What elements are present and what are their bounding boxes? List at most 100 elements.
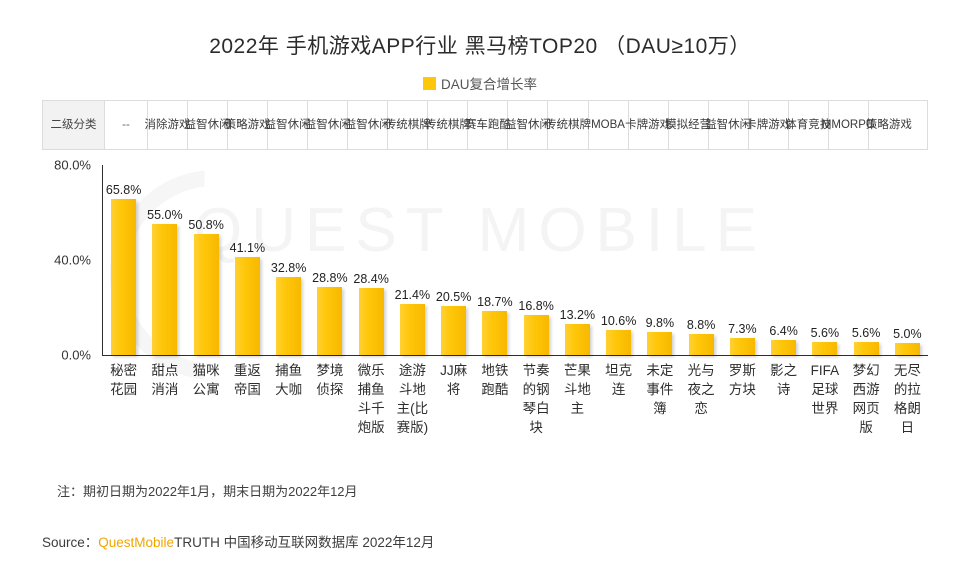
x-axis-label: 秘密花园	[110, 363, 138, 398]
bar-slot: 55.0%	[144, 165, 185, 355]
bar-series: 65.8% 55.0% 50.8% 41.1% 32.8% 28.8% 28.4% 21.4%…	[103, 165, 928, 355]
category-cell: 益智休闲	[705, 101, 751, 149]
x-axis-label: 甜点消消	[151, 363, 179, 398]
bar-slot: 8.8%	[681, 165, 722, 355]
source-brand: QuestMobile	[98, 535, 175, 550]
category-cell: 模拟经营	[665, 101, 711, 149]
x-axis-label: 梦境侦探	[316, 363, 344, 398]
watermark-text: QUEST MOBILE	[194, 196, 766, 265]
category-cell: 策略游戏	[225, 101, 271, 149]
bar-slot: 28.8%	[309, 165, 350, 355]
x-axis-label: 节奏的钢琴白块	[522, 363, 550, 436]
x-axis-label: 梦幻西游网页版	[852, 363, 880, 436]
bar-slot: 41.1%	[227, 165, 268, 355]
bar-slot: 6.4%	[763, 165, 804, 355]
bar-slot: 32.8%	[268, 165, 309, 355]
category-cell-dash: --	[105, 101, 148, 149]
x-axis-labels: 秘密花园 甜点消消 猫咪公寓 重返帝国 捕鱼大咖 梦境侦探 微乐捕鱼斗千炮版 途游斗地主(比赛…	[103, 361, 928, 438]
bar[interactable]: 18.7%	[477, 295, 513, 355]
bar[interactable]: 13.2%	[560, 308, 595, 355]
source-rest: TRUTH 中国移动互联网数据库 2022年12月	[174, 535, 435, 550]
bar-slot: 21.4%	[392, 165, 433, 355]
category-cell: 益智休闲	[345, 101, 391, 149]
source-prefix: Source：	[42, 535, 99, 550]
bar[interactable]: 32.8%	[271, 261, 306, 355]
bar[interactable]: 10.6%	[601, 314, 636, 355]
y-axis: 0.0% 40.0% 80.0%	[42, 158, 97, 363]
x-axis-label: 地铁跑酷	[481, 363, 509, 398]
bar-value-label: 41.1%	[229, 241, 266, 256]
bar[interactable]: 55.0%	[147, 208, 183, 355]
chart-legend: DAU复合增长率	[0, 73, 960, 93]
bar[interactable]: 65.8%	[106, 183, 141, 355]
y-axis-line	[102, 165, 103, 355]
bar[interactable]: 16.8%	[518, 299, 554, 355]
bar-value-label: 28.8%	[312, 270, 348, 285]
category-cell: 体育竞技	[785, 101, 831, 149]
y-axis-tick: 80.0%	[54, 157, 91, 173]
legend-label: DAU复合增长率	[440, 77, 537, 92]
category-header-table: 二级分类 -- 消除游戏 益智休闲 策略游戏 益智休闲 益智休闲 益智休闲 传统棋牌 传统棋牌赛…	[42, 100, 928, 150]
plot-area: 0.0% 40.0% 80.0% 65.8% 55.0% 50.8% 41.1% 32.8%…	[42, 158, 928, 363]
category-cell: 益智休闲	[505, 101, 551, 149]
bar[interactable]: 28.4%	[353, 272, 389, 355]
x-axis-label: JJ麻将	[440, 363, 468, 398]
category-cell: 消除游戏	[145, 101, 191, 149]
category-cell: 策略游戏	[865, 118, 912, 131]
x-axis-label: FIFA足球世界	[810, 363, 840, 417]
category-header-title: 二级分类	[43, 101, 105, 149]
bar-value-label: 20.5%	[435, 290, 472, 305]
bar-slot: 28.4%	[351, 165, 392, 355]
bar[interactable]: 41.1%	[230, 241, 265, 355]
x-axis-label: 猫咪公寓	[192, 363, 220, 398]
x-axis-label: 未定事件簿	[646, 363, 674, 417]
bar[interactable]: 50.8%	[188, 218, 224, 355]
bar-slot: 5.6%	[846, 165, 887, 355]
bar-slot: 20.5%	[433, 165, 474, 355]
x-axis-label: 光与夜之恋	[687, 363, 715, 417]
bar-value-label: 10.6%	[600, 313, 637, 328]
bar-value-label: 32.8%	[270, 261, 307, 276]
bar-slot: 18.7%	[474, 165, 515, 355]
category-cell: 卡牌游戏	[745, 101, 791, 149]
bar-value-label: 8.8%	[686, 318, 716, 333]
x-axis-label: 坦克连	[605, 363, 633, 398]
bar[interactable]: 6.4%	[769, 324, 798, 355]
bar-value-label: 55.0%	[147, 208, 183, 223]
bar[interactable]: 5.0%	[893, 327, 922, 355]
category-cell: MMORPG	[822, 101, 875, 149]
legend-color-swatch	[422, 76, 436, 90]
x-axis-label: 重返帝国	[233, 363, 261, 398]
bar[interactable]: 9.8%	[646, 316, 674, 355]
bar[interactable]: 28.8%	[312, 271, 348, 355]
bar-value-label: 65.8%	[105, 182, 142, 197]
category-cell: MOBA	[589, 101, 629, 149]
bar[interactable]: 20.5%	[436, 290, 471, 355]
bar-value-label: 21.4%	[394, 288, 431, 303]
page-title: 2022年 手机游戏APP行业 黑马榜TOP20 （DAU≥10万）	[209, 35, 751, 58]
bar-slot: 9.8%	[639, 165, 680, 355]
x-axis-label: 无尽的拉格朗日	[893, 363, 921, 436]
x-axis-label: 影之诗	[770, 363, 798, 398]
bar-value-label: 50.8%	[188, 218, 224, 233]
x-axis-label: 罗斯方块	[728, 363, 756, 398]
bar-slot: 5.6%	[804, 165, 845, 355]
x-axis-label: 芒果斗地主	[563, 363, 591, 417]
bar[interactable]: 8.8%	[687, 318, 715, 355]
bar[interactable]: 5.6%	[811, 326, 839, 355]
bar-value-label: 6.4%	[769, 323, 798, 338]
bar-value-label: 18.7%	[477, 294, 513, 309]
category-cell: 卡牌游戏	[625, 101, 671, 149]
bar[interactable]: 21.4%	[395, 288, 430, 355]
bar-value-label: 13.2%	[559, 307, 596, 322]
bar-value-label: 28.4%	[353, 271, 389, 286]
y-axis-tick: 40.0%	[54, 252, 91, 268]
bar[interactable]: 7.3%	[728, 322, 757, 355]
source-line: Source：QuestMobileTRUTH 中国移动互联网数据库 2022年…	[42, 531, 434, 551]
category-cell: 益智休闲	[305, 101, 351, 149]
bar-value-label: 5.6%	[851, 325, 881, 340]
x-axis-label: 途游斗地主(比赛版)	[396, 363, 429, 436]
bar[interactable]: 5.6%	[852, 326, 880, 355]
bar-slot: 10.6%	[598, 165, 639, 355]
